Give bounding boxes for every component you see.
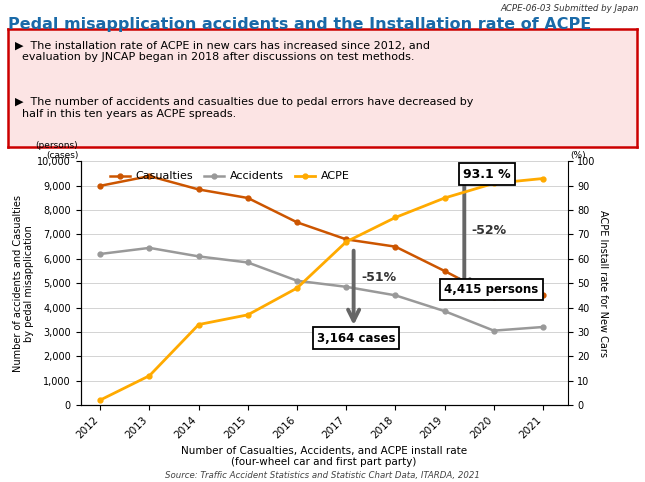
- Casualties: [195, 187, 203, 192]
- Casualties: [146, 173, 154, 179]
- Accidents: [146, 245, 154, 251]
- ACPE: [342, 239, 350, 245]
- Text: 93.1 %: 93.1 %: [464, 168, 511, 181]
- Text: ▶  The installation rate of ACPE in new cars has increased since 2012, and
  eva: ▶ The installation rate of ACPE in new c…: [15, 41, 430, 62]
- ACPE: [539, 175, 547, 181]
- Accidents: [490, 328, 498, 334]
- Text: (%): (%): [570, 151, 586, 160]
- Line: Accidents: Accidents: [98, 245, 546, 333]
- Line: ACPE: ACPE: [98, 176, 546, 402]
- Accidents: [441, 308, 448, 314]
- Text: 3,164 cases: 3,164 cases: [317, 332, 395, 345]
- Line: Casualties: Casualties: [98, 174, 546, 299]
- Text: -51%: -51%: [361, 271, 396, 284]
- Accidents: [293, 278, 301, 283]
- ACPE: [293, 285, 301, 291]
- Casualties: [97, 183, 104, 188]
- Text: ▶  The number of accidents and casualties due to pedal errors have decreased by
: ▶ The number of accidents and casualties…: [15, 97, 473, 119]
- Text: Pedal misapplication accidents and the Installation rate of ACPE: Pedal misapplication accidents and the I…: [8, 17, 591, 32]
- Casualties: [293, 219, 301, 225]
- ACPE: [244, 312, 252, 318]
- Text: 4,415 persons: 4,415 persons: [444, 283, 539, 296]
- ACPE: [441, 195, 448, 201]
- ACPE: [146, 373, 154, 378]
- Casualties: [441, 268, 448, 274]
- ACPE: [97, 397, 104, 403]
- Accidents: [392, 293, 399, 298]
- Casualties: [244, 195, 252, 201]
- Accidents: [97, 251, 104, 257]
- ACPE: [195, 321, 203, 327]
- Casualties: [392, 244, 399, 250]
- Text: (persons)
(cases): (persons) (cases): [35, 141, 78, 160]
- Accidents: [539, 324, 547, 330]
- Accidents: [195, 254, 203, 259]
- Casualties: [342, 237, 350, 242]
- Legend: Casualties, Accidents, ACPE: Casualties, Accidents, ACPE: [106, 167, 354, 186]
- Accidents: [342, 284, 350, 290]
- Y-axis label: Number of accidents and Casualties
by pedal misapplication: Number of accidents and Casualties by pe…: [13, 195, 34, 372]
- Accidents: [244, 260, 252, 266]
- Casualties: [490, 294, 498, 299]
- X-axis label: Number of Casualties, Accidents, and ACPE install rate
(four-wheel car and first: Number of Casualties, Accidents, and ACP…: [181, 446, 467, 468]
- Text: Source: Traffic Accident Statistics and Statistic Chart Data, ITARDA, 2021: Source: Traffic Accident Statistics and …: [165, 470, 480, 480]
- Y-axis label: ACPE Install rate for New Cars: ACPE Install rate for New Cars: [599, 210, 608, 357]
- ACPE: [490, 180, 498, 186]
- Text: -52%: -52%: [471, 225, 507, 238]
- ACPE: [392, 214, 399, 220]
- Casualties: [539, 293, 547, 298]
- Text: ACPE-06-03 Submitted by Japan: ACPE-06-03 Submitted by Japan: [500, 4, 639, 13]
